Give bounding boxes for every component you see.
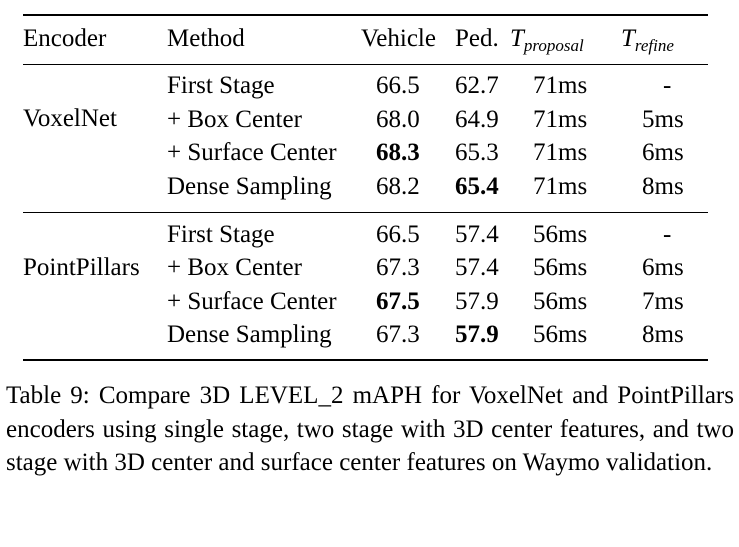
t-proposal-cell: 71ms: [533, 106, 588, 133]
vehicle-cell: 68.2: [376, 173, 420, 200]
t-proposal-cell: 56ms: [533, 321, 588, 348]
method-cell: Dense Sampling: [167, 321, 332, 348]
method-cell: + Box Center: [167, 254, 302, 281]
top-rule: [23, 14, 708, 16]
t-refine-cell: 5ms: [642, 106, 684, 133]
ped-cell: 57.4: [455, 221, 499, 248]
method-cell: + Box Center: [167, 106, 302, 133]
header-method: Method: [167, 25, 245, 52]
t-proposal-cell: 71ms: [533, 173, 588, 200]
t-proposal-cell: 71ms: [533, 139, 588, 166]
method-cell: + Surface Center: [167, 288, 337, 315]
table-caption: Table 9: Compare 3D LEVEL_2 mAPH for Vox…: [6, 382, 734, 476]
vehicle-cell-best: 68.3: [376, 139, 420, 166]
t-refine-cell: 6ms: [642, 139, 684, 166]
method-cell: First Stage: [167, 72, 275, 99]
ped-cell: 65.3: [455, 139, 499, 166]
ped-cell-best: 65.4: [455, 173, 499, 200]
t-refine-cell: 7ms: [642, 288, 684, 315]
header-encoder: Encoder: [23, 25, 107, 52]
t-refine-cell: -: [663, 221, 672, 248]
ped-cell: 64.9: [455, 106, 499, 133]
vehicle-cell: 66.5: [376, 72, 420, 99]
method-cell: Dense Sampling: [167, 173, 332, 200]
ped-cell: 57.4: [455, 254, 499, 281]
vehicle-cell: 67.3: [376, 321, 420, 348]
header-vehicle: Vehicle: [361, 25, 436, 52]
t-proposal-cell: 56ms: [533, 254, 588, 281]
vehicle-cell: 66.5: [376, 221, 420, 248]
header-t-refine: Trefine: [621, 25, 674, 55]
vehicle-cell: 67.3: [376, 254, 420, 281]
group-rule: [23, 212, 708, 214]
vehicle-cell-best: 67.5: [376, 288, 420, 315]
ped-cell: 57.9: [455, 288, 499, 315]
method-cell: First Stage: [167, 221, 275, 248]
encoder-voxelnet: VoxelNet: [23, 105, 117, 132]
ped-cell-best: 57.9: [455, 321, 499, 348]
vehicle-cell: 68.0: [376, 106, 420, 133]
method-cell: + Surface Center: [167, 139, 337, 166]
header-ped: Ped.: [455, 25, 499, 52]
ped-cell: 62.7: [455, 72, 499, 99]
t-proposal-cell: 56ms: [533, 221, 588, 248]
t-refine-cell: -: [663, 72, 672, 99]
t-refine-cell: 6ms: [642, 254, 684, 281]
header-t-proposal: Tproposal: [510, 25, 584, 55]
encoder-pointpillars: PointPillars: [23, 254, 140, 281]
t-proposal-cell: 56ms: [533, 288, 588, 315]
t-proposal-cell: 71ms: [533, 72, 588, 99]
header-rule: [23, 64, 708, 66]
bottom-rule: [23, 359, 708, 361]
t-refine-cell: 8ms: [642, 173, 684, 200]
t-refine-cell: 8ms: [642, 321, 684, 348]
